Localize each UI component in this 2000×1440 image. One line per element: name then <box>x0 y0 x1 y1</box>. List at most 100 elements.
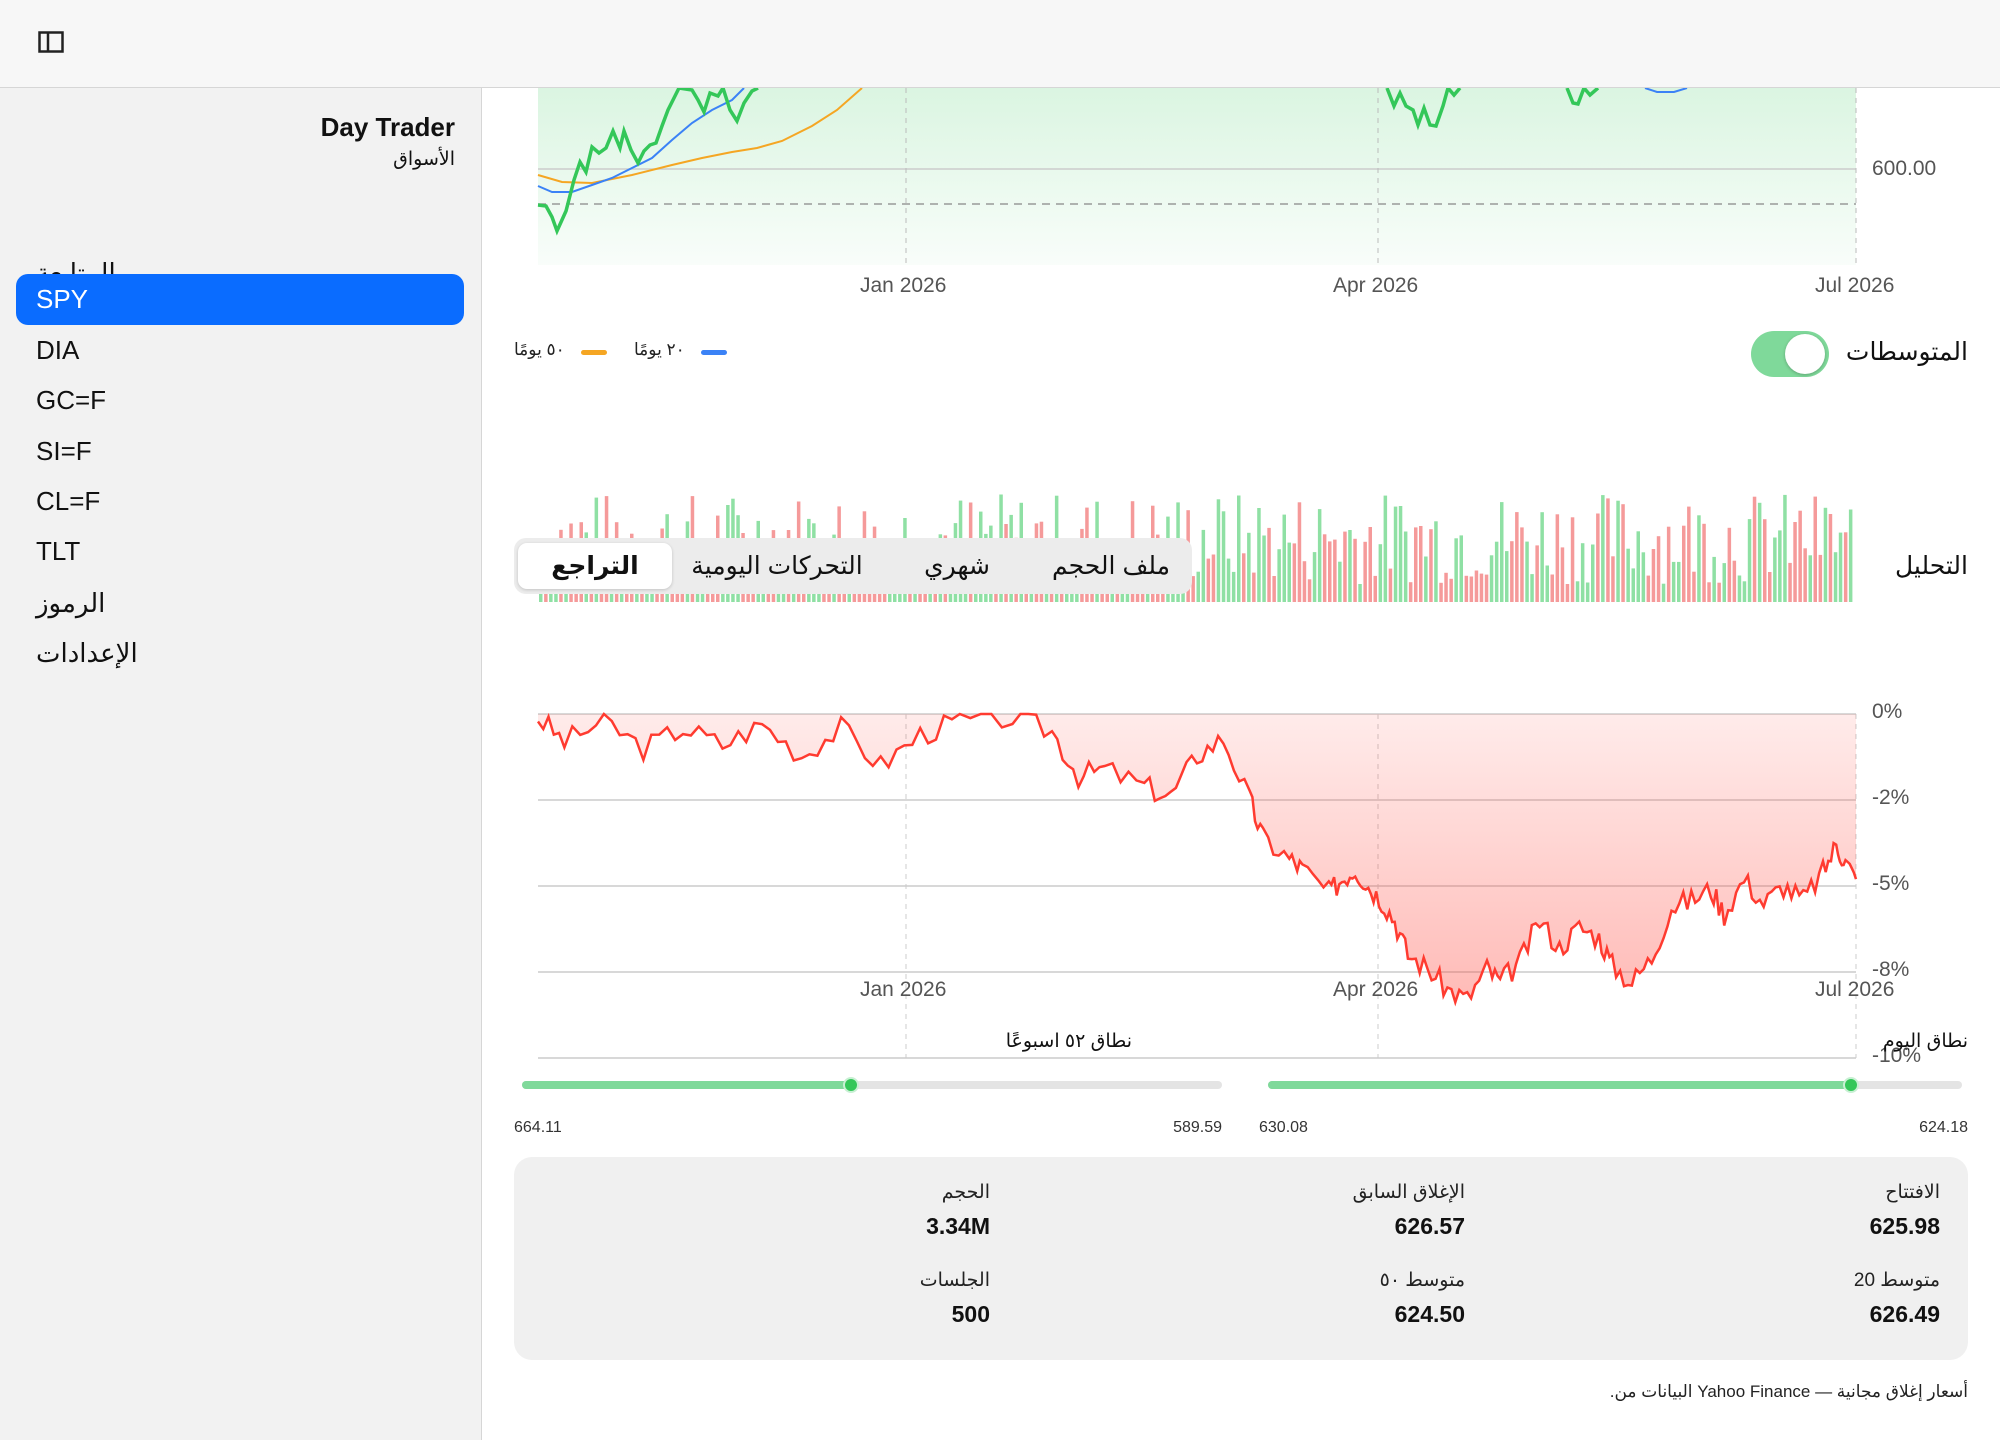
volume-bar <box>1611 556 1615 602</box>
sidebar-item-tlt[interactable]: TLT <box>16 526 464 577</box>
legend-swatch <box>701 350 727 355</box>
volume-bar <box>1601 495 1605 602</box>
volume-bar <box>1773 537 1777 602</box>
volume-bar <box>1722 563 1726 602</box>
sidebar: Day Trader الأسواق المتابعة SPY DIA GC=F… <box>0 88 482 1440</box>
volume-bar <box>1424 556 1428 602</box>
volume-bar <box>1378 544 1383 602</box>
sidebar-item-dia[interactable]: DIA <box>16 325 464 376</box>
day-low: 624.18 <box>1919 1119 1968 1136</box>
analysis-title: التحليل <box>1895 552 1968 580</box>
sidebar-item-symbols[interactable]: الرموز <box>16 578 464 629</box>
legend-label: ٢٠ يومًا <box>634 340 685 359</box>
stat-prev-close-value: 626.57 <box>1394 1213 1465 1239</box>
sidebar-item-label: الرموز <box>36 588 106 618</box>
volume-bar <box>1252 572 1256 602</box>
averages-toggle[interactable] <box>1751 331 1829 377</box>
sidebar-item-crude[interactable]: CL=F <box>16 476 464 527</box>
volume-bar <box>1297 502 1302 602</box>
volume-bar <box>1333 539 1337 602</box>
volume-bar <box>1419 526 1423 602</box>
sidebar-item-silver[interactable]: SI=F <box>16 426 464 477</box>
volume-bar <box>1398 506 1403 602</box>
week52-range-track <box>522 1077 1222 1093</box>
tab-monthly[interactable]: شهري <box>924 552 990 580</box>
volume-bar <box>1312 552 1317 602</box>
volume-bar <box>1373 575 1377 602</box>
volume-bar <box>1449 578 1453 602</box>
stats-card: الافتتاح 625.98 الإغلاق السابق 626.57 ال… <box>514 1157 1968 1360</box>
volume-bar <box>1747 519 1752 602</box>
stat-sessions-value: 500 <box>951 1301 990 1327</box>
volume-bar <box>1702 523 1706 602</box>
volume-bar <box>1560 547 1565 602</box>
volume-bar <box>1474 570 1479 602</box>
volume-bar <box>1237 495 1241 602</box>
volume-bar <box>1525 541 1529 602</box>
day-high: 630.08 <box>1259 1119 1308 1136</box>
stat-ma20-label: متوسط 20 <box>1853 1270 1940 1291</box>
sidebar-toggle-icon[interactable] <box>38 31 64 53</box>
volume-bar <box>1231 571 1236 602</box>
app-subtitle: الأسواق <box>393 149 455 170</box>
volume-bar <box>1783 494 1787 602</box>
y-tick-10: -10% <box>1872 1044 1921 1067</box>
data-source-footnote: أسعار إغلاق مجانية — Yahoo Finance البيا… <box>1609 1382 1968 1401</box>
volume-bar <box>1848 509 1853 602</box>
sidebar-item-label: DIA <box>36 335 80 365</box>
volume-bar <box>1626 548 1630 602</box>
volume-bar <box>1687 506 1691 602</box>
price-line-segment <box>1385 88 1462 131</box>
stat-volume-value: 3.34M <box>926 1213 990 1239</box>
volume-bar <box>1793 522 1797 602</box>
volume-bar <box>1211 554 1216 602</box>
volume-bar <box>1257 508 1261 602</box>
volume-bar <box>1707 582 1711 602</box>
volume-bar <box>1580 543 1585 602</box>
tab-daily-moves[interactable]: التحركات اليومية <box>691 552 863 580</box>
stat-volume-label: الحجم <box>941 1182 990 1203</box>
drawdown-line <box>536 712 1858 1007</box>
y-tick-2: -2% <box>1872 786 1909 809</box>
price-y-tick: 600.00 <box>1872 157 1936 180</box>
sidebar-item-gold[interactable]: GC=F <box>16 375 464 426</box>
volume-bar <box>1307 579 1312 602</box>
sidebar-item-label: GC=F <box>36 385 107 415</box>
price-chart: 600.00 <box>537 88 1936 265</box>
volume-bar <box>1494 541 1499 602</box>
volume-bar <box>1818 554 1823 602</box>
volume-bar <box>1661 583 1666 602</box>
sidebar-item-spy[interactable]: SPY <box>16 274 464 325</box>
volume-bar <box>1459 535 1463 602</box>
volume-bar <box>1216 499 1221 602</box>
volume-bar <box>1434 521 1438 602</box>
sidebar-item-settings[interactable]: الإعدادات <box>16 628 464 679</box>
tab-volume-profile[interactable]: ملف الحجم <box>1052 552 1170 580</box>
tab-drawdown[interactable]: التراجع <box>518 543 672 589</box>
volume-bar <box>1383 495 1388 602</box>
sidebar-item-label: SPY <box>36 284 89 314</box>
volume-bar <box>1484 574 1489 602</box>
day-range-track <box>1268 1077 1962 1093</box>
volume-bar <box>1520 527 1524 602</box>
volume-bar <box>1788 562 1792 602</box>
volume-bar <box>1302 561 1307 602</box>
volume-bar <box>1515 512 1519 602</box>
volume-bar <box>1813 496 1817 602</box>
week52-high: 664.11 <box>514 1119 562 1136</box>
volume-bar <box>1742 581 1747 602</box>
volume-bar <box>1388 568 1393 602</box>
volume-bar <box>1545 565 1549 602</box>
volume-bar <box>1206 558 1211 602</box>
volume-bar <box>1262 535 1266 602</box>
detail-pane: 600.00 Jan 2026 Apr 2026 Jul 2026 ٥٠ يوم… <box>482 88 2000 1440</box>
y-tick-0: 0% <box>1872 700 1902 723</box>
volume-bar <box>1535 545 1539 602</box>
ma50-line <box>537 88 863 185</box>
volume-bar <box>1282 514 1286 602</box>
volume-bar <box>1530 574 1534 602</box>
volume-bar <box>1712 556 1716 602</box>
volume-bar <box>1565 584 1570 602</box>
volume-bar <box>1636 531 1640 602</box>
volume-bar <box>1641 552 1646 602</box>
